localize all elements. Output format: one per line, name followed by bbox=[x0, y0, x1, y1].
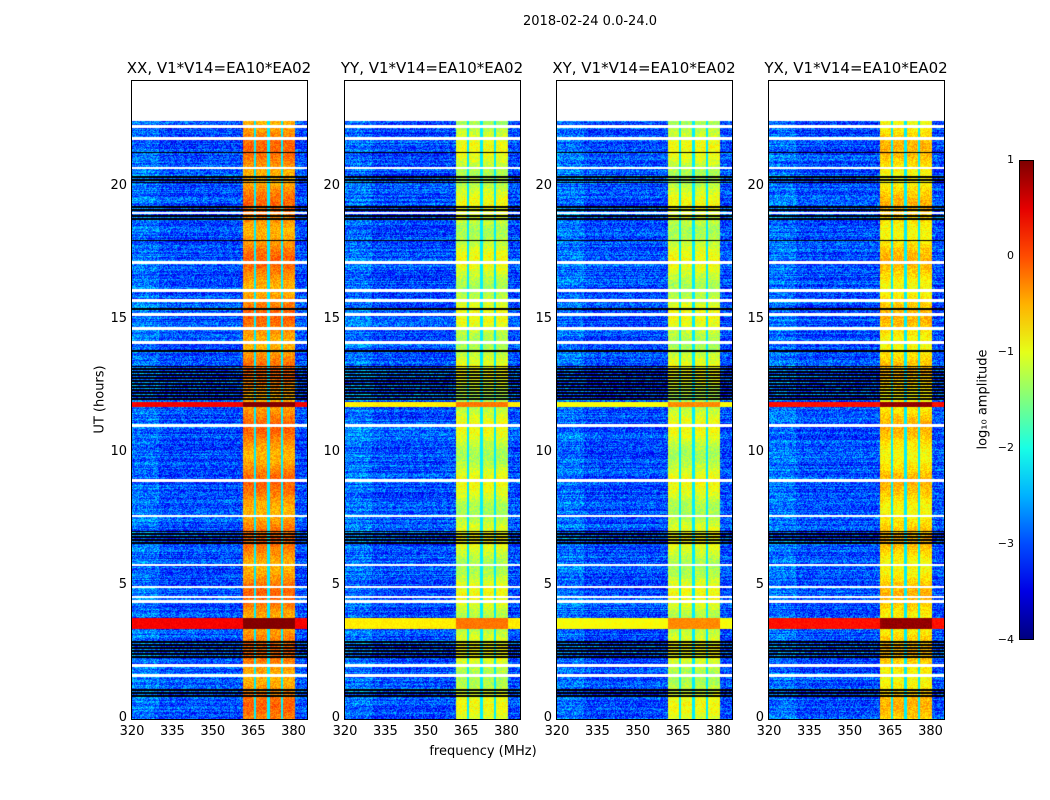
x-tick-label: 320 bbox=[544, 724, 570, 739]
spectrogram-panel bbox=[131, 80, 308, 720]
y-tick-label: 0 bbox=[331, 710, 340, 725]
y-tick-label: 5 bbox=[543, 577, 552, 593]
colorbar-tick-label: −4 bbox=[997, 633, 1014, 646]
y-tick-label: 5 bbox=[331, 577, 340, 593]
panel-title: YX, V1*V14=EA10*EA02 bbox=[764, 59, 948, 77]
x-tick-label: 380 bbox=[918, 724, 943, 739]
x-tick-label: 350 bbox=[413, 724, 439, 739]
colorbar-tick-label: −3 bbox=[997, 537, 1014, 550]
panel-title: XX, V1*V14=EA10*EA02 bbox=[126, 59, 312, 77]
y-tick-label: 20 bbox=[110, 178, 127, 194]
y-tick-label: 20 bbox=[535, 178, 552, 194]
x-tick-label: 350 bbox=[837, 724, 863, 739]
x-tick-label: 320 bbox=[119, 724, 145, 739]
spectrogram-image bbox=[345, 81, 520, 719]
x-tick-label: 320 bbox=[332, 724, 358, 739]
x-tick-label: 380 bbox=[494, 724, 519, 739]
x-tick-label: 335 bbox=[159, 724, 185, 739]
y-tick-label: 5 bbox=[755, 577, 764, 593]
panel-title: XY, V1*V14=EA10*EA02 bbox=[552, 59, 736, 77]
x-tick-label: 365 bbox=[453, 724, 479, 739]
y-tick-label: 10 bbox=[323, 444, 340, 460]
x-tick-label: 350 bbox=[200, 724, 226, 739]
y-tick-label: 20 bbox=[323, 178, 340, 194]
x-tick-label: 380 bbox=[281, 724, 306, 739]
colorbar-tick-label: 0 bbox=[1007, 249, 1014, 262]
x-tick-label: 350 bbox=[625, 724, 651, 739]
x-tick-label: 335 bbox=[796, 724, 822, 739]
spectrogram-image bbox=[557, 81, 732, 719]
x-tick-label: 320 bbox=[756, 724, 782, 739]
spectrogram-panel bbox=[768, 80, 945, 720]
colorbar bbox=[1019, 160, 1034, 640]
y-tick-label: 0 bbox=[118, 710, 127, 725]
figure-title: 2018-02-24 0.0-24.0 bbox=[523, 14, 657, 29]
x-tick-label: 365 bbox=[877, 724, 903, 739]
x-tick-label: 335 bbox=[372, 724, 398, 739]
spectrogram-panel bbox=[344, 80, 521, 720]
y-axis-label: UT (hours) bbox=[92, 365, 108, 434]
panel-title: YY, V1*V14=EA10*EA02 bbox=[340, 59, 524, 77]
x-tick-label: 365 bbox=[665, 724, 691, 739]
y-tick-label: 10 bbox=[747, 444, 764, 460]
x-tick-label: 380 bbox=[706, 724, 731, 739]
colorbar-tick-label: −2 bbox=[997, 441, 1014, 454]
x-axis-label: frequency (MHz) bbox=[429, 744, 537, 759]
y-tick-label: 15 bbox=[323, 311, 340, 327]
colorbar-tick-label: 1 bbox=[1007, 153, 1014, 166]
y-tick-label: 0 bbox=[755, 710, 764, 725]
y-tick-label: 15 bbox=[110, 311, 127, 327]
spectrogram-panel bbox=[556, 80, 733, 720]
x-tick-label: 335 bbox=[584, 724, 610, 739]
y-tick-label: 0 bbox=[543, 710, 552, 725]
y-tick-label: 10 bbox=[535, 444, 552, 460]
x-tick-label: 365 bbox=[240, 724, 266, 739]
spectrogram-image bbox=[132, 81, 307, 719]
y-tick-label: 15 bbox=[535, 311, 552, 327]
y-tick-label: 10 bbox=[110, 444, 127, 460]
y-tick-label: 5 bbox=[118, 577, 127, 593]
colorbar-tick-label: −1 bbox=[997, 345, 1014, 358]
spectrogram-image bbox=[769, 81, 944, 719]
y-tick-label: 20 bbox=[747, 178, 764, 194]
y-tick-label: 15 bbox=[747, 311, 764, 327]
colorbar-label: log₁₀ amplitude bbox=[975, 349, 991, 450]
